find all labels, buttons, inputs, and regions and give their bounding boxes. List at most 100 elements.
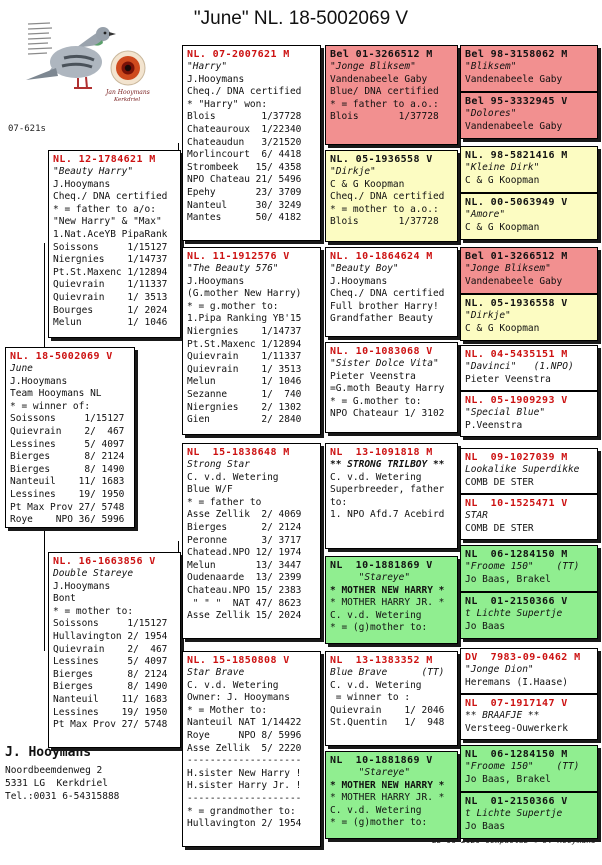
pedigree-line: to: [330, 496, 348, 508]
connector-line [322, 698, 323, 795]
pedigree-box-nl-16-1663856-v-2: NL. 16-1663856 V Double Stareye J.Hooymans… [48, 552, 181, 748]
ring-number: NL. 11-1912576 V [187, 251, 290, 262]
pedigree-line: Roye NPO 8/ 5996 [187, 729, 302, 741]
pedigree-line: Blue/ DNA certified [330, 86, 439, 98]
pedigree-box-nl-15-1850808-v-6: NL. 15-1850808 V Star Brave C. v.d. Weteri… [182, 651, 321, 847]
pedigree-line: Mantes 50/ 4182 [187, 212, 302, 224]
pedigree-line: Niergnies 1/14737 [53, 254, 168, 266]
pedigree-line: * = (g)mother to: [330, 817, 428, 829]
pedigree-box-bel-98-3158062-m-15: Bel 98-3158062 M "Bliksem" Vandenabeele Ga… [460, 45, 598, 92]
pedigree-line: Superbreeder, father [330, 484, 445, 496]
pedigree-line: Bierges 2/ 2124 [187, 521, 302, 533]
pedigree-line: * = (g)mother to: [330, 622, 428, 634]
pedigree-line: "Dolores" [465, 108, 517, 119]
pedigree-line: Oudenaarde 13/ 2399 [187, 572, 302, 584]
pedigree-line: "Stareye" [330, 572, 411, 583]
pedigree-line: J.Hooymans [53, 580, 111, 592]
pedigree-line: "Kleine Dirk" [465, 162, 540, 173]
pedigree-line: Blois 1/37728 [330, 216, 439, 228]
pedigree-line: Asse Zellik 15/ 2024 [187, 610, 302, 622]
pedigree-line: Quievrain 1/ 2046 [330, 704, 445, 716]
pedigree-line: Peronne 3/ 3717 [187, 534, 302, 546]
pedigree-line: * = father to a/o: [53, 203, 156, 215]
owner-address-city: 5331 LG Kerkdriel [5, 778, 108, 789]
ring-number: NL 13-1383352 M [330, 655, 433, 666]
pedigree-line: Jo Baas [465, 620, 506, 632]
pedigree-line: " " " NAT 47/ 8623 [187, 597, 302, 609]
pedigree-line: Hullavington 2/ 1954 [53, 630, 168, 642]
pedigree-line: Owner: J. Hooymans [187, 692, 290, 704]
pedigree-line: "Sister Dolce Vita" [330, 358, 439, 369]
ring-number: NL. 12-1784621 M [53, 154, 156, 165]
pedigree-line: 1. NPO Afd.7 Acebird [330, 509, 445, 521]
pedigree-line: Pt.St.Maxenc 1/12894 [187, 338, 302, 350]
pedigree-box-nl-13-1383352-m-13: NL 13-1383352 M Blue Brave (TT) C. v.d. We… [325, 651, 458, 746]
pedigree-line: "Froome 150" (TT) [465, 761, 580, 772]
ring-number: NL 10-1525471 V [465, 498, 568, 509]
pedigree-box-nl-06-1284150-m-25: NL 06-1284150 M "Froome 150" (TT) Jo Baas,… [460, 545, 598, 592]
pedigree-line: Quievrain 1/11337 [187, 351, 302, 363]
pedigree-line: Asse Zellik 2/ 4069 [187, 509, 302, 521]
ring-number: NL 09-1027039 M [465, 452, 568, 463]
pedigree-line: Blue W/F [187, 484, 233, 496]
pedigree-line: Pieter Veenstra [330, 370, 416, 382]
pedigree-line: Cheq./ DNA certified [330, 191, 445, 203]
pedigree-line: Lessines 5/ 4097 [10, 438, 125, 450]
pedigree-line: Quievrain 1/11337 [53, 279, 168, 291]
pedigree-line: COMB DE STER [465, 476, 534, 488]
pedigree-line: Bierges 8/ 2124 [53, 668, 168, 680]
pedigree-line: Quievrain 2/ 467 [10, 425, 125, 437]
pedigree-line: Blois 1/37728 [330, 111, 439, 123]
pedigree-line: * = Mother to: [187, 704, 268, 716]
pedigree-line: Cheq./ DNA certified [187, 86, 302, 98]
pedigree-box-nl-10-1881869-v-14: NL 10-1881869 V "Stareye" * MOTHER NEW HA… [325, 751, 458, 839]
pedigree-line: * MOTHER NEW HARRY * [330, 584, 445, 596]
pedigree-line: Grandfather Beauty [330, 313, 433, 325]
pedigree-line: Vandenabeele Gaby [465, 275, 563, 287]
pedigree-line: Lessines 19/ 1950 [53, 706, 168, 718]
pedigree-line: Bourges 1/ 2024 [53, 304, 168, 316]
svg-text:Kerkdriel: Kerkdriel [113, 97, 140, 103]
pedigree-line: Cheq./ DNA certified [53, 191, 168, 203]
pedigree-line: "Bliksem" [465, 61, 517, 72]
pedigree-line: Soissons 1/15127 [53, 241, 168, 253]
pedigree-line: Melun 13/ 3447 [187, 559, 302, 571]
pedigree-line: Lessines 5/ 4097 [53, 656, 168, 668]
pedigree-line: "Davinci" (1.NPO) [465, 361, 574, 372]
pedigree-line: * = g.mother to: [187, 300, 279, 312]
pedigree-line: Soissons 1/15127 [53, 618, 168, 630]
ring-number: NL. 18-5002069 V [10, 351, 113, 362]
pedigree-line: Nanteuil 11/ 1683 [53, 693, 168, 705]
ring-number: NL 15-1838648 M [187, 447, 290, 458]
pedigree-line: -------------------- [187, 792, 302, 804]
pedigree-line: * = winner of: [10, 400, 91, 412]
pedigree-line: J.Hooymans [10, 375, 68, 387]
ring-number: NL 01-2150366 V [465, 596, 568, 607]
pedigree-line: -------------------- [187, 755, 302, 767]
pedigree-line: J.Hooymans [187, 73, 245, 85]
owner-phone: Tel.:0031 6-54315888 [5, 791, 120, 802]
pedigree-line: 1.Nat.AceYB PipaRank [53, 228, 168, 240]
pigeon-body [26, 27, 116, 89]
pedigree-line: Niergnies 1/14737 [187, 325, 302, 337]
pedigree-line: "Stareye" [330, 767, 411, 778]
pedigree-line: Strong Star [187, 459, 250, 470]
pedigree-box-nl-10-1881869-v-12: NL 10-1881869 V "Stareye" * MOTHER NEW HA… [325, 556, 458, 644]
connector-line [322, 95, 323, 196]
pedigree-line: "Jonge Dion" [465, 664, 534, 675]
pedigree-box-dv-7983-09-0462-m-27: DV 7983-09-0462 M "Jonge Dion" Heremans (I… [460, 648, 598, 694]
pedigree-line: 1.Pipa Ranking YB'15 [187, 313, 302, 325]
pedigree-line: =G.moth Beauty Harry [330, 383, 445, 395]
owner-address-street: Noordbeemdenweg 2 [5, 765, 103, 776]
pedigree-line: Roye NPO 36/ 5996 [10, 514, 125, 526]
pedigree-line: Heremans (I.Haase) [465, 676, 568, 688]
pedigree-line: H.sister Harry Jr. ! [187, 780, 302, 792]
pedigree-line: Jo Baas, Brakel [465, 773, 551, 785]
pedigree-line: * MOTHER HARRY JR. * [330, 597, 445, 609]
pedigree-line: Niergnies 2/ 1302 [187, 401, 302, 413]
pedigree-line: * "Harry" won: [187, 98, 268, 110]
pedigree-box-nl-98-5821416-m-17: NL. 98-5821416 M "Kleine Dirk" C & G Koopm… [460, 146, 598, 193]
connector-line [322, 292, 323, 387]
